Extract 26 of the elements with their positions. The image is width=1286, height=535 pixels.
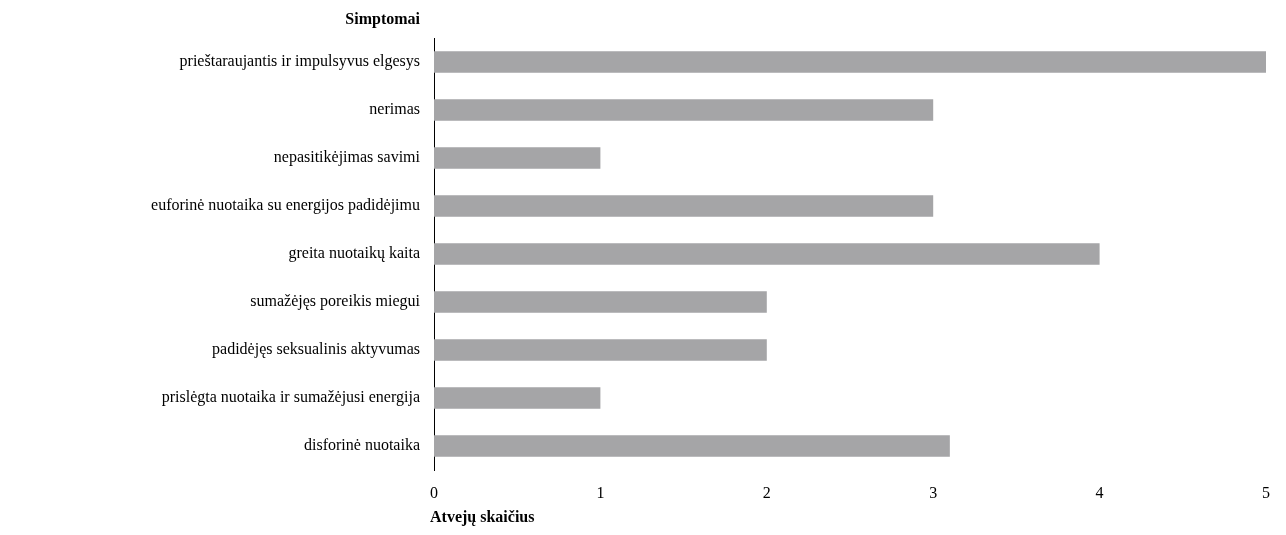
x-tick-label: 4 <box>1095 483 1104 501</box>
y-tick-label: nerimas <box>369 100 420 118</box>
y-tick-label: sumažėjęs poreikis miegui <box>250 292 421 311</box>
bar <box>434 387 601 409</box>
x-axis-title: Atvejų skaičius <box>430 508 535 527</box>
y-tick-label: disforinė nuotaika <box>304 436 420 454</box>
y-tick-label: prislėgta nuotaika ir sumažėjusi energija <box>161 388 420 407</box>
bar <box>434 51 1266 73</box>
y-tick-label: prieštaraujantis ir impulsyvus elgesys <box>179 52 420 71</box>
bar <box>434 99 934 121</box>
y-axis-title: Simptomai <box>345 10 421 29</box>
bar <box>434 195 934 217</box>
bar <box>434 339 767 361</box>
bar <box>434 243 1100 265</box>
bar <box>434 147 601 169</box>
x-tick-label: 2 <box>762 483 771 501</box>
y-tick-label: euforinė nuotaika su energijos padidėjimu <box>151 196 420 215</box>
x-tick-label: 3 <box>929 483 938 501</box>
y-tick-label: greita nuotaikų kaita <box>288 244 420 263</box>
y-tick-label: nepasitikėjimas savimi <box>273 148 421 167</box>
bar <box>434 291 767 313</box>
x-tick-label: 0 <box>430 483 438 501</box>
x-tick-label: 5 <box>1262 483 1270 501</box>
x-tick-label: 1 <box>596 483 605 501</box>
bar <box>434 435 950 457</box>
y-tick-label: padidėjęs seksualinis aktyvumas <box>212 340 420 359</box>
